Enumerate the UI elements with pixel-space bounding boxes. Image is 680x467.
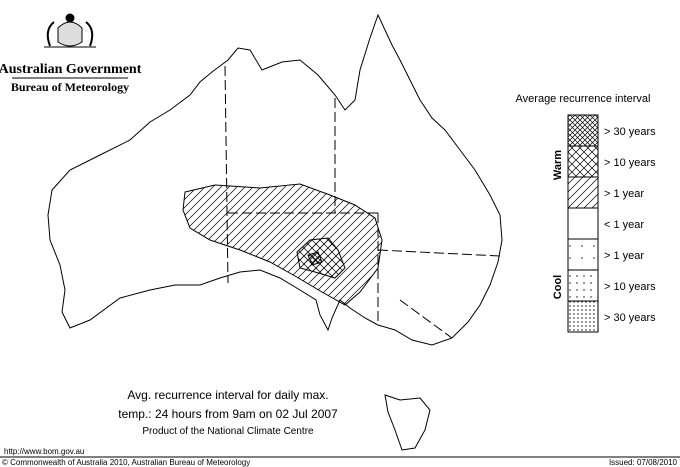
bureau-name: Bureau of Meteorology — [11, 80, 129, 94]
swatch — [567, 238, 599, 271]
swatch — [567, 176, 599, 209]
caption-line: Product of the National Climate Centre — [142, 426, 314, 437]
legend-title: Average recurrence interval — [516, 93, 651, 105]
coat-of-arms — [44, 13, 96, 48]
swatch — [567, 269, 599, 302]
org-name: Australian Government — [0, 62, 142, 77]
caption-line: Avg. recurrence interval for daily max. — [127, 388, 328, 402]
swatch — [567, 145, 599, 178]
cool-label: Cool — [552, 275, 564, 299]
swatch — [567, 207, 599, 240]
footer-url: http://www.bom.gov.au — [4, 447, 84, 456]
region-over-10-years — [296, 237, 346, 279]
australia-map — [47, 13, 503, 451]
mainland-outline — [47, 13, 503, 346]
legend-label: > 30 years — [604, 312, 656, 324]
footer-copyright: © Commonwealth of Australia 2010, Austra… — [2, 458, 250, 467]
warm-label: Warm — [552, 150, 564, 180]
legend-label: > 10 years — [604, 157, 656, 169]
region-over-30-years — [307, 251, 323, 266]
legend-label: > 1 year — [604, 250, 644, 262]
legend-label: > 1 year — [604, 188, 644, 200]
legend-label: > 10 years — [604, 281, 656, 293]
swatch — [567, 300, 599, 333]
caption-line: temp.: 24 hours from 9am on 02 Jul 2007 — [118, 407, 338, 421]
legend-swatches — [567, 114, 599, 333]
tasmania-outline — [384, 394, 431, 451]
footer-issued: Issued: 07/08/2010 — [609, 458, 678, 467]
legend-label: < 1 year — [604, 219, 644, 231]
legend-label: > 30 years — [604, 126, 656, 138]
swatch — [567, 114, 599, 147]
